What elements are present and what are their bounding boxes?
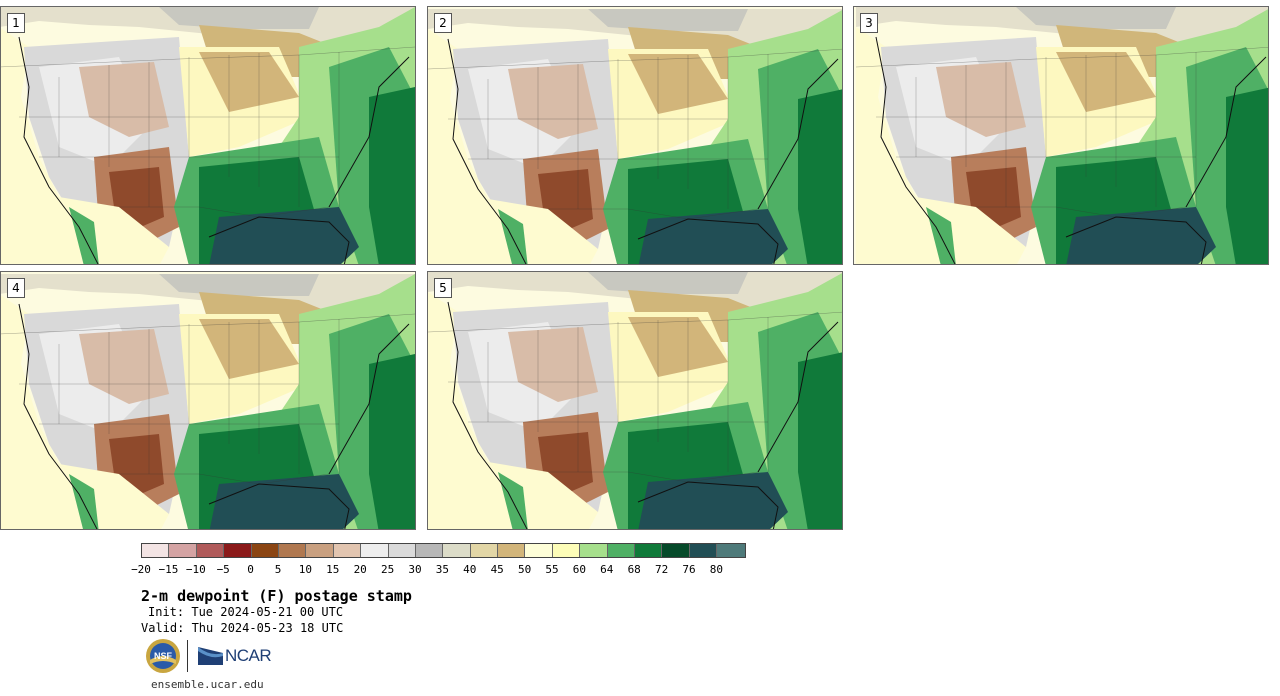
colorbar-swatch <box>689 544 718 557</box>
dewpoint-map <box>1 274 415 529</box>
colorbar-swatch <box>580 544 608 557</box>
colorbar-tick-label: 68 <box>627 563 641 576</box>
colorbar-swatch <box>525 544 553 557</box>
colorbar-tick-label: −20 <box>131 563 151 576</box>
nsf-logo-text: NSF <box>154 651 173 661</box>
colorbar-swatch <box>169 544 197 557</box>
init-time: Init: Tue 2024-05-21 00 UTC <box>148 605 344 619</box>
colorbar-tick-label: 76 <box>682 563 696 576</box>
map-panel-2: 2 <box>427 6 843 265</box>
colorbar-tick-label: 5 <box>274 563 282 576</box>
colorbar-swatch <box>607 544 636 557</box>
colorbar-swatch <box>717 544 745 557</box>
ncar-logo <box>198 647 223 665</box>
panel-number: 3 <box>860 13 878 33</box>
colorbar-swatch <box>552 544 581 557</box>
website-url: ensemble.ucar.edu <box>151 678 264 691</box>
colorbar-tick-label: −10 <box>185 563 206 576</box>
colorbar-tick-label: 40 <box>463 563 477 576</box>
colorbar-tick-label: 72 <box>654 563 669 576</box>
dewpoint-map <box>428 9 842 264</box>
colorbar-swatch <box>196 544 225 557</box>
colorbar-swatch <box>443 544 471 557</box>
colorbar <box>141 543 746 558</box>
colorbar-swatch <box>498 544 526 557</box>
colorbar-tick-label: 60 <box>572 563 587 576</box>
colorbar-tick-label: 0 <box>247 563 254 576</box>
map-panel-5: 5 <box>427 271 843 530</box>
colorbar-swatch <box>278 544 307 557</box>
colorbar-tick-label: −5 <box>216 563 230 576</box>
panel-number: 4 <box>7 278 25 298</box>
ncar-logo-text: NCAR <box>225 646 272 665</box>
valid-time: Valid: Thu 2024-05-23 18 UTC <box>141 621 344 635</box>
panel-number: 5 <box>434 278 452 298</box>
dewpoint-map <box>855 7 1268 264</box>
colorbar-tick-label: 50 <box>517 563 532 576</box>
colorbar-swatch <box>251 544 279 557</box>
nsf-logo: NSF <box>146 639 180 673</box>
colorbar-swatch <box>224 544 252 557</box>
colorbar-tick-label: 30 <box>408 563 422 576</box>
colorbar-swatch <box>470 544 499 557</box>
colorbar-tick-label: −15 <box>158 563 179 576</box>
colorbar-tick-label: 15 <box>326 563 340 576</box>
colorbar-tick-label: 20 <box>353 563 367 576</box>
colorbar-tick-label: 35 <box>435 563 450 576</box>
map-panel-1: 1 <box>0 6 416 265</box>
colorbar-tick-label: 45 <box>490 563 504 576</box>
colorbar-swatch <box>333 544 362 557</box>
colorbar-tick-label: 10 <box>298 563 313 576</box>
dewpoint-map <box>428 272 842 529</box>
colorbar-tick-label: 55 <box>545 563 559 576</box>
colorbar-tick-label: 25 <box>380 563 395 576</box>
dewpoint-map <box>1 7 415 264</box>
map-panel-4: 4 <box>0 271 416 530</box>
colorbar-tick-label: 64 <box>600 563 614 576</box>
colorbar-swatch <box>306 544 334 557</box>
colorbar-tick-label: 80 <box>709 563 724 576</box>
colorbar-swatch <box>388 544 416 557</box>
panel-number: 2 <box>434 13 452 33</box>
colorbar-swatch <box>415 544 444 557</box>
logo-divider <box>187 640 188 672</box>
map-panel-3: 3 <box>853 6 1269 265</box>
colorbar-swatch <box>662 544 690 557</box>
colorbar-swatch <box>142 544 170 557</box>
product-title: 2-m dewpoint (F) postage stamp <box>141 587 412 605</box>
panel-number: 1 <box>7 13 25 33</box>
colorbar-swatch <box>635 544 663 557</box>
colorbar-swatch <box>361 544 389 557</box>
